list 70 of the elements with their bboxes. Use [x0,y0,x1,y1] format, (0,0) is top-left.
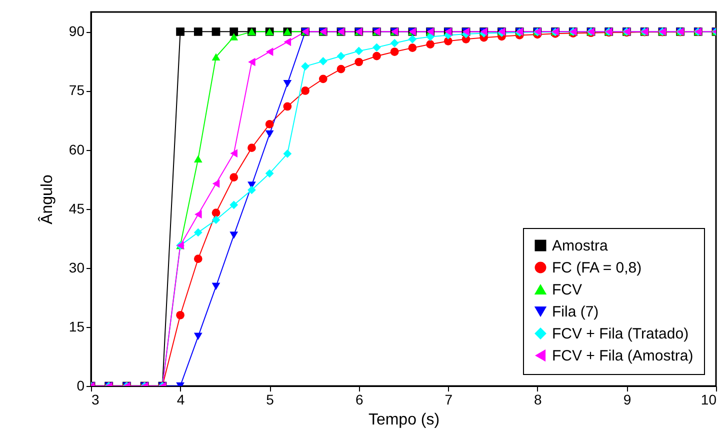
point [194,332,202,340]
legend-label: Fila (7) [552,304,599,320]
x-tick-label: 6 [355,392,364,408]
point [408,34,417,44]
point [248,186,256,194]
legend-label: Amostra [552,238,609,254]
legend-label: FCV + Fila (Tratado) [552,326,689,342]
point [336,64,346,74]
point [336,52,346,60]
y-tick-label: 45 [68,200,85,216]
point [301,86,310,95]
point [354,46,364,56]
y-tick-label: 90 [68,23,85,40]
point [354,58,364,66]
point [284,38,292,46]
y-tick-label: 0 [76,378,85,394]
point [248,144,256,152]
legend-label: FCV [552,282,582,298]
x-tick-label: 8 [534,392,542,408]
point [372,52,381,60]
point [372,43,381,52]
x-tick-label: 10 [700,392,717,408]
point [194,210,202,219]
point [266,48,274,56]
legend-label: FCV + Fila (Amostra) [552,348,694,364]
x-tick-label: 4 [176,392,185,408]
point [176,310,184,320]
point [230,149,238,158]
point [230,232,238,239]
y-axis-title: Ângulo [38,174,56,224]
point [194,228,202,237]
x-tick-label: 3 [92,392,100,408]
point [426,40,434,48]
point [194,155,202,162]
y-tick-label: 30 [68,259,85,276]
legend-label: FC (FA = 0,8) [552,260,642,276]
point [426,32,434,41]
point [194,254,202,264]
point [230,28,238,36]
x-tick-label: 9 [623,392,632,408]
point [176,28,184,36]
x-axis-title: Tempo (s) [368,412,440,428]
point [390,38,399,48]
point [212,179,220,188]
point [283,150,292,158]
x-tick-label: 7 [444,392,453,408]
point [230,33,238,40]
point [283,80,292,88]
point [212,282,220,290]
y-tick-label: 75 [68,82,85,98]
point [318,57,328,66]
point [390,48,399,56]
point [230,173,238,182]
point [318,74,328,84]
y-tick-label: 15 [68,318,85,334]
point [301,62,310,71]
point [212,28,220,36]
point [212,208,220,217]
x-tick-label: 5 [266,392,274,408]
point [230,200,238,210]
point [283,102,292,111]
point [248,58,256,66]
point [212,216,220,224]
point [265,169,274,178]
point [194,28,202,36]
point [212,53,220,61]
point [265,120,274,128]
y-tick-label: 60 [68,141,85,158]
point [408,44,417,52]
point [265,130,274,138]
